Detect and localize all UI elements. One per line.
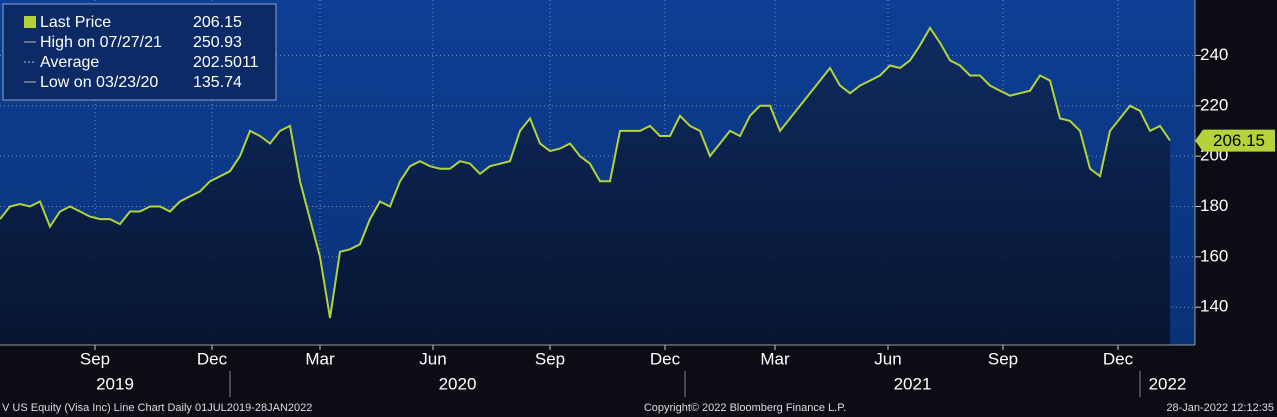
legend-swatch bbox=[24, 16, 36, 28]
x-tick-label: Dec bbox=[1103, 349, 1134, 368]
legend-label: Average bbox=[40, 54, 99, 71]
price-line bbox=[0, 26, 1171, 319]
x-tick-label: Dec bbox=[197, 349, 228, 368]
last-price-tag bbox=[1195, 129, 1275, 152]
legend-value: 135.74 bbox=[193, 74, 242, 91]
y-tick-label: 140 bbox=[1200, 297, 1228, 316]
area bbox=[0, 27, 1170, 346]
x-tick-label: Mar bbox=[760, 349, 790, 368]
y-axis-panel bbox=[1195, 0, 1277, 345]
legend: Last Price 206.15 High on 07/27/21 250.93 Av… bbox=[2, 3, 277, 101]
year-label: 2022 bbox=[1149, 374, 1187, 393]
x-tick-label: Sep bbox=[988, 349, 1018, 368]
x-tick-label: Sep bbox=[80, 349, 110, 368]
x-tick-label: Jun bbox=[419, 349, 446, 368]
footer-left: V US Equity (Visa Inc) Line Chart Daily … bbox=[2, 402, 312, 414]
legend-value: 206.15 bbox=[193, 14, 242, 31]
footer-right: 28-Jan-2022 12:12:35 bbox=[1166, 402, 1274, 414]
y-tick-label: 180 bbox=[1200, 196, 1228, 215]
y-tick-label: 160 bbox=[1200, 246, 1228, 265]
x-tick-label: Sep bbox=[535, 349, 565, 368]
footer-center: Copyright© 2022 Bloomberg Finance L.P. bbox=[644, 402, 846, 414]
legend-label: High on 07/27/21 bbox=[40, 34, 162, 51]
x-tick-label: Dec bbox=[650, 349, 681, 368]
year-label: 2019 bbox=[96, 374, 134, 393]
legend-label: Low on 03/23/20 bbox=[40, 74, 158, 91]
legend-value: 250.93 bbox=[193, 34, 242, 51]
x-axis-panel bbox=[0, 345, 1277, 417]
legend-value: 202.5011 bbox=[193, 54, 259, 71]
legend-box bbox=[2, 3, 277, 101]
y-tick-label: 240 bbox=[1200, 45, 1228, 64]
x-tick-label: Mar bbox=[305, 349, 335, 368]
year-label: 2020 bbox=[439, 374, 477, 393]
legend-label: Last Price bbox=[40, 14, 111, 31]
last-price-label: 206.15 bbox=[1213, 131, 1265, 150]
year-label: 2021 bbox=[894, 374, 932, 393]
x-tick-label: Jun bbox=[874, 349, 901, 368]
y-tick-label: 220 bbox=[1200, 95, 1228, 114]
